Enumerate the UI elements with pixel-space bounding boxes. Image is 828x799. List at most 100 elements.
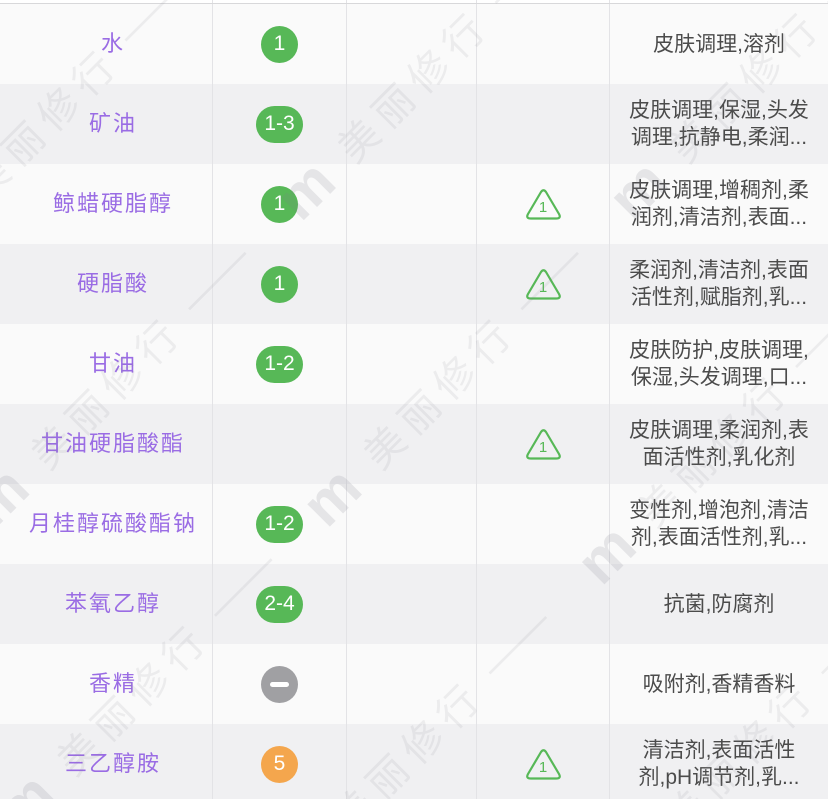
cell-safety: 1 — [213, 164, 347, 244]
risk-warning-triangle-icon[interactable]: 1 — [525, 187, 562, 221]
table-row[interactable]: 水 1 皮肤调理,溶剂 — [0, 4, 828, 84]
cell-ingredient: 鲸蜡硬脂醇 — [0, 164, 213, 244]
ingredient-table: 水 1 皮肤调理,溶剂 矿油 1-3 皮肤调理,保湿,头发 调理,抗静电,柔润... 鲸蜡硬脂… — [0, 4, 828, 799]
functions-text: 皮肤防护,皮肤调理, 保湿,头发调理,口... — [616, 337, 822, 391]
functions-line: 润剂,清洁剂,表面... — [630, 206, 808, 229]
ingredient-name[interactable]: 水 — [100, 31, 125, 56]
table-row[interactable]: 香精 吸附剂,香精香料 — [0, 644, 828, 724]
safety-badge[interactable]: 1-2 — [256, 345, 303, 383]
ingredient-name[interactable]: 鲸蜡硬脂醇 — [52, 191, 173, 216]
triangle-outline — [525, 189, 561, 220]
functions-text: 抗菌,防腐剂 — [616, 591, 822, 618]
cell-functions: 皮肤调理,保湿,头发 调理,抗静电,柔润... — [610, 84, 828, 164]
cell-safety: 1-2 — [213, 324, 347, 404]
risk-count: 1 — [538, 759, 548, 776]
cell-empty — [347, 724, 477, 799]
ingredient-name[interactable]: 甘油硬脂酸酯 — [40, 431, 185, 456]
cell-safety: 1-3 — [213, 84, 347, 164]
cell-risk — [477, 4, 610, 84]
cell-risk: 1 — [477, 724, 610, 799]
cell-ingredient: 三乙醇胺 — [0, 724, 213, 799]
functions-line: 面活性剂,乳化剂 — [642, 446, 796, 469]
safety-badge[interactable]: 1-2 — [256, 505, 303, 543]
safety-badge[interactable]: 1 — [261, 25, 298, 63]
functions-line: 剂,pH调节剂,乳... — [638, 766, 800, 789]
top-cell — [213, 0, 347, 3]
cell-safety: 1 — [213, 244, 347, 324]
ingredient-name[interactable]: 香精 — [88, 671, 137, 696]
safety-badge[interactable] — [261, 665, 298, 703]
ingredient-name[interactable]: 苯氧乙醇 — [64, 591, 161, 616]
functions-line: 剂,表面活性剂,乳... — [630, 526, 808, 549]
table-row[interactable]: 苯氧乙醇 2-4 抗菌,防腐剂 — [0, 564, 828, 644]
cell-functions: 皮肤调理,溶剂 — [610, 4, 828, 84]
triangle-outline — [525, 429, 561, 460]
table-top-edge — [0, 0, 828, 4]
cell-risk: 1 — [477, 404, 610, 484]
cell-risk — [477, 84, 610, 164]
ingredient-name[interactable]: 硬脂酸 — [76, 271, 149, 296]
ingredient-name[interactable]: 三乙醇胺 — [64, 751, 161, 776]
risk-warning-triangle-icon[interactable]: 1 — [525, 267, 562, 301]
functions-line: 皮肤调理,柔润剂,表 — [629, 419, 809, 442]
cell-functions: 皮肤防护,皮肤调理, 保湿,头发调理,口... — [610, 324, 828, 404]
cell-risk — [477, 324, 610, 404]
functions-text: 皮肤调理,增稠剂,柔 润剂,清洁剂,表面... — [616, 177, 822, 231]
cell-functions: 皮肤调理,柔润剂,表 面活性剂,乳化剂 — [610, 404, 828, 484]
cell-risk — [477, 484, 610, 564]
functions-line: 变性剂,增泡剂,清洁 — [629, 499, 809, 522]
table-row[interactable]: 矿油 1-3 皮肤调理,保湿,头发 调理,抗静电,柔润... — [0, 84, 828, 164]
safety-badge[interactable]: 2-4 — [256, 585, 303, 623]
top-cell — [610, 0, 828, 3]
cell-safety — [213, 404, 347, 484]
ingredient-name[interactable]: 甘油 — [88, 351, 137, 376]
cell-ingredient: 苯氧乙醇 — [0, 564, 213, 644]
functions-text: 清洁剂,表面活性 剂,pH调节剂,乳... — [616, 737, 822, 791]
ingredient-name[interactable]: 矿油 — [88, 111, 137, 136]
functions-line: 活性剂,赋脂剂,乳... — [630, 286, 808, 309]
functions-text: 皮肤调理,柔润剂,表 面活性剂,乳化剂 — [616, 417, 822, 471]
cell-ingredient: 矿油 — [0, 84, 213, 164]
cell-empty — [347, 84, 477, 164]
cell-ingredient: 甘油 — [0, 324, 213, 404]
functions-text: 吸附剂,香精香料 — [616, 671, 822, 698]
risk-count: 1 — [538, 279, 548, 296]
cell-safety: 2-4 — [213, 564, 347, 644]
functions-line: 调理,抗静电,柔润... — [630, 126, 808, 149]
cell-ingredient: 香精 — [0, 644, 213, 724]
safety-badge[interactable]: 1 — [261, 185, 298, 223]
table-row[interactable]: 硬脂酸 1 1 柔润剂,清洁剂,表面 活性剂,赋脂剂,乳... — [0, 244, 828, 324]
minus-icon — [270, 681, 289, 687]
functions-line: 柔润剂,清洁剂,表面 — [629, 259, 809, 282]
cell-ingredient: 水 — [0, 4, 213, 84]
functions-line: 皮肤防护,皮肤调理, — [629, 339, 809, 362]
table-row[interactable]: 鲸蜡硬脂醇 1 1 皮肤调理,增稠剂,柔 润剂,清洁剂,表面... — [0, 164, 828, 244]
cell-risk: 1 — [477, 164, 610, 244]
table-row[interactable]: 甘油 1-2 皮肤防护,皮肤调理, 保湿,头发调理,口... — [0, 324, 828, 404]
cell-empty — [347, 4, 477, 84]
cell-ingredient: 甘油硬脂酸酯 — [0, 404, 213, 484]
top-cell — [477, 0, 610, 3]
safety-badge[interactable]: 1-3 — [256, 105, 303, 143]
ingredient-name[interactable]: 月桂醇硫酸酯钠 — [28, 511, 197, 536]
cell-functions: 清洁剂,表面活性 剂,pH调节剂,乳... — [610, 724, 828, 799]
risk-warning-triangle-icon[interactable]: 1 — [525, 747, 562, 781]
functions-line: 清洁剂,表面活性 — [642, 739, 796, 762]
cell-functions: 变性剂,增泡剂,清洁 剂,表面活性剂,乳... — [610, 484, 828, 564]
safety-badge[interactable]: 5 — [261, 745, 298, 783]
functions-line: 皮肤调理,增稠剂,柔 — [629, 179, 809, 202]
table-row[interactable]: 月桂醇硫酸酯钠 1-2 变性剂,增泡剂,清洁 剂,表面活性剂,乳... — [0, 484, 828, 564]
table-row[interactable]: 甘油硬脂酸酯 1 皮肤调理,柔润剂,表 面活性剂,乳化剂 — [0, 404, 828, 484]
cell-safety — [213, 644, 347, 724]
risk-warning-triangle-icon[interactable]: 1 — [525, 427, 562, 461]
functions-line: 吸附剂,香精香料 — [642, 672, 796, 696]
cell-empty — [347, 564, 477, 644]
cell-safety: 1-2 — [213, 484, 347, 564]
table-row[interactable]: 三乙醇胺 5 1 清洁剂,表面活性 剂,pH调节剂,乳... — [0, 724, 828, 799]
cell-ingredient: 硬脂酸 — [0, 244, 213, 324]
risk-count: 1 — [538, 439, 548, 456]
cell-risk: 1 — [477, 244, 610, 324]
safety-badge[interactable]: 1 — [261, 265, 298, 303]
cell-empty — [347, 164, 477, 244]
